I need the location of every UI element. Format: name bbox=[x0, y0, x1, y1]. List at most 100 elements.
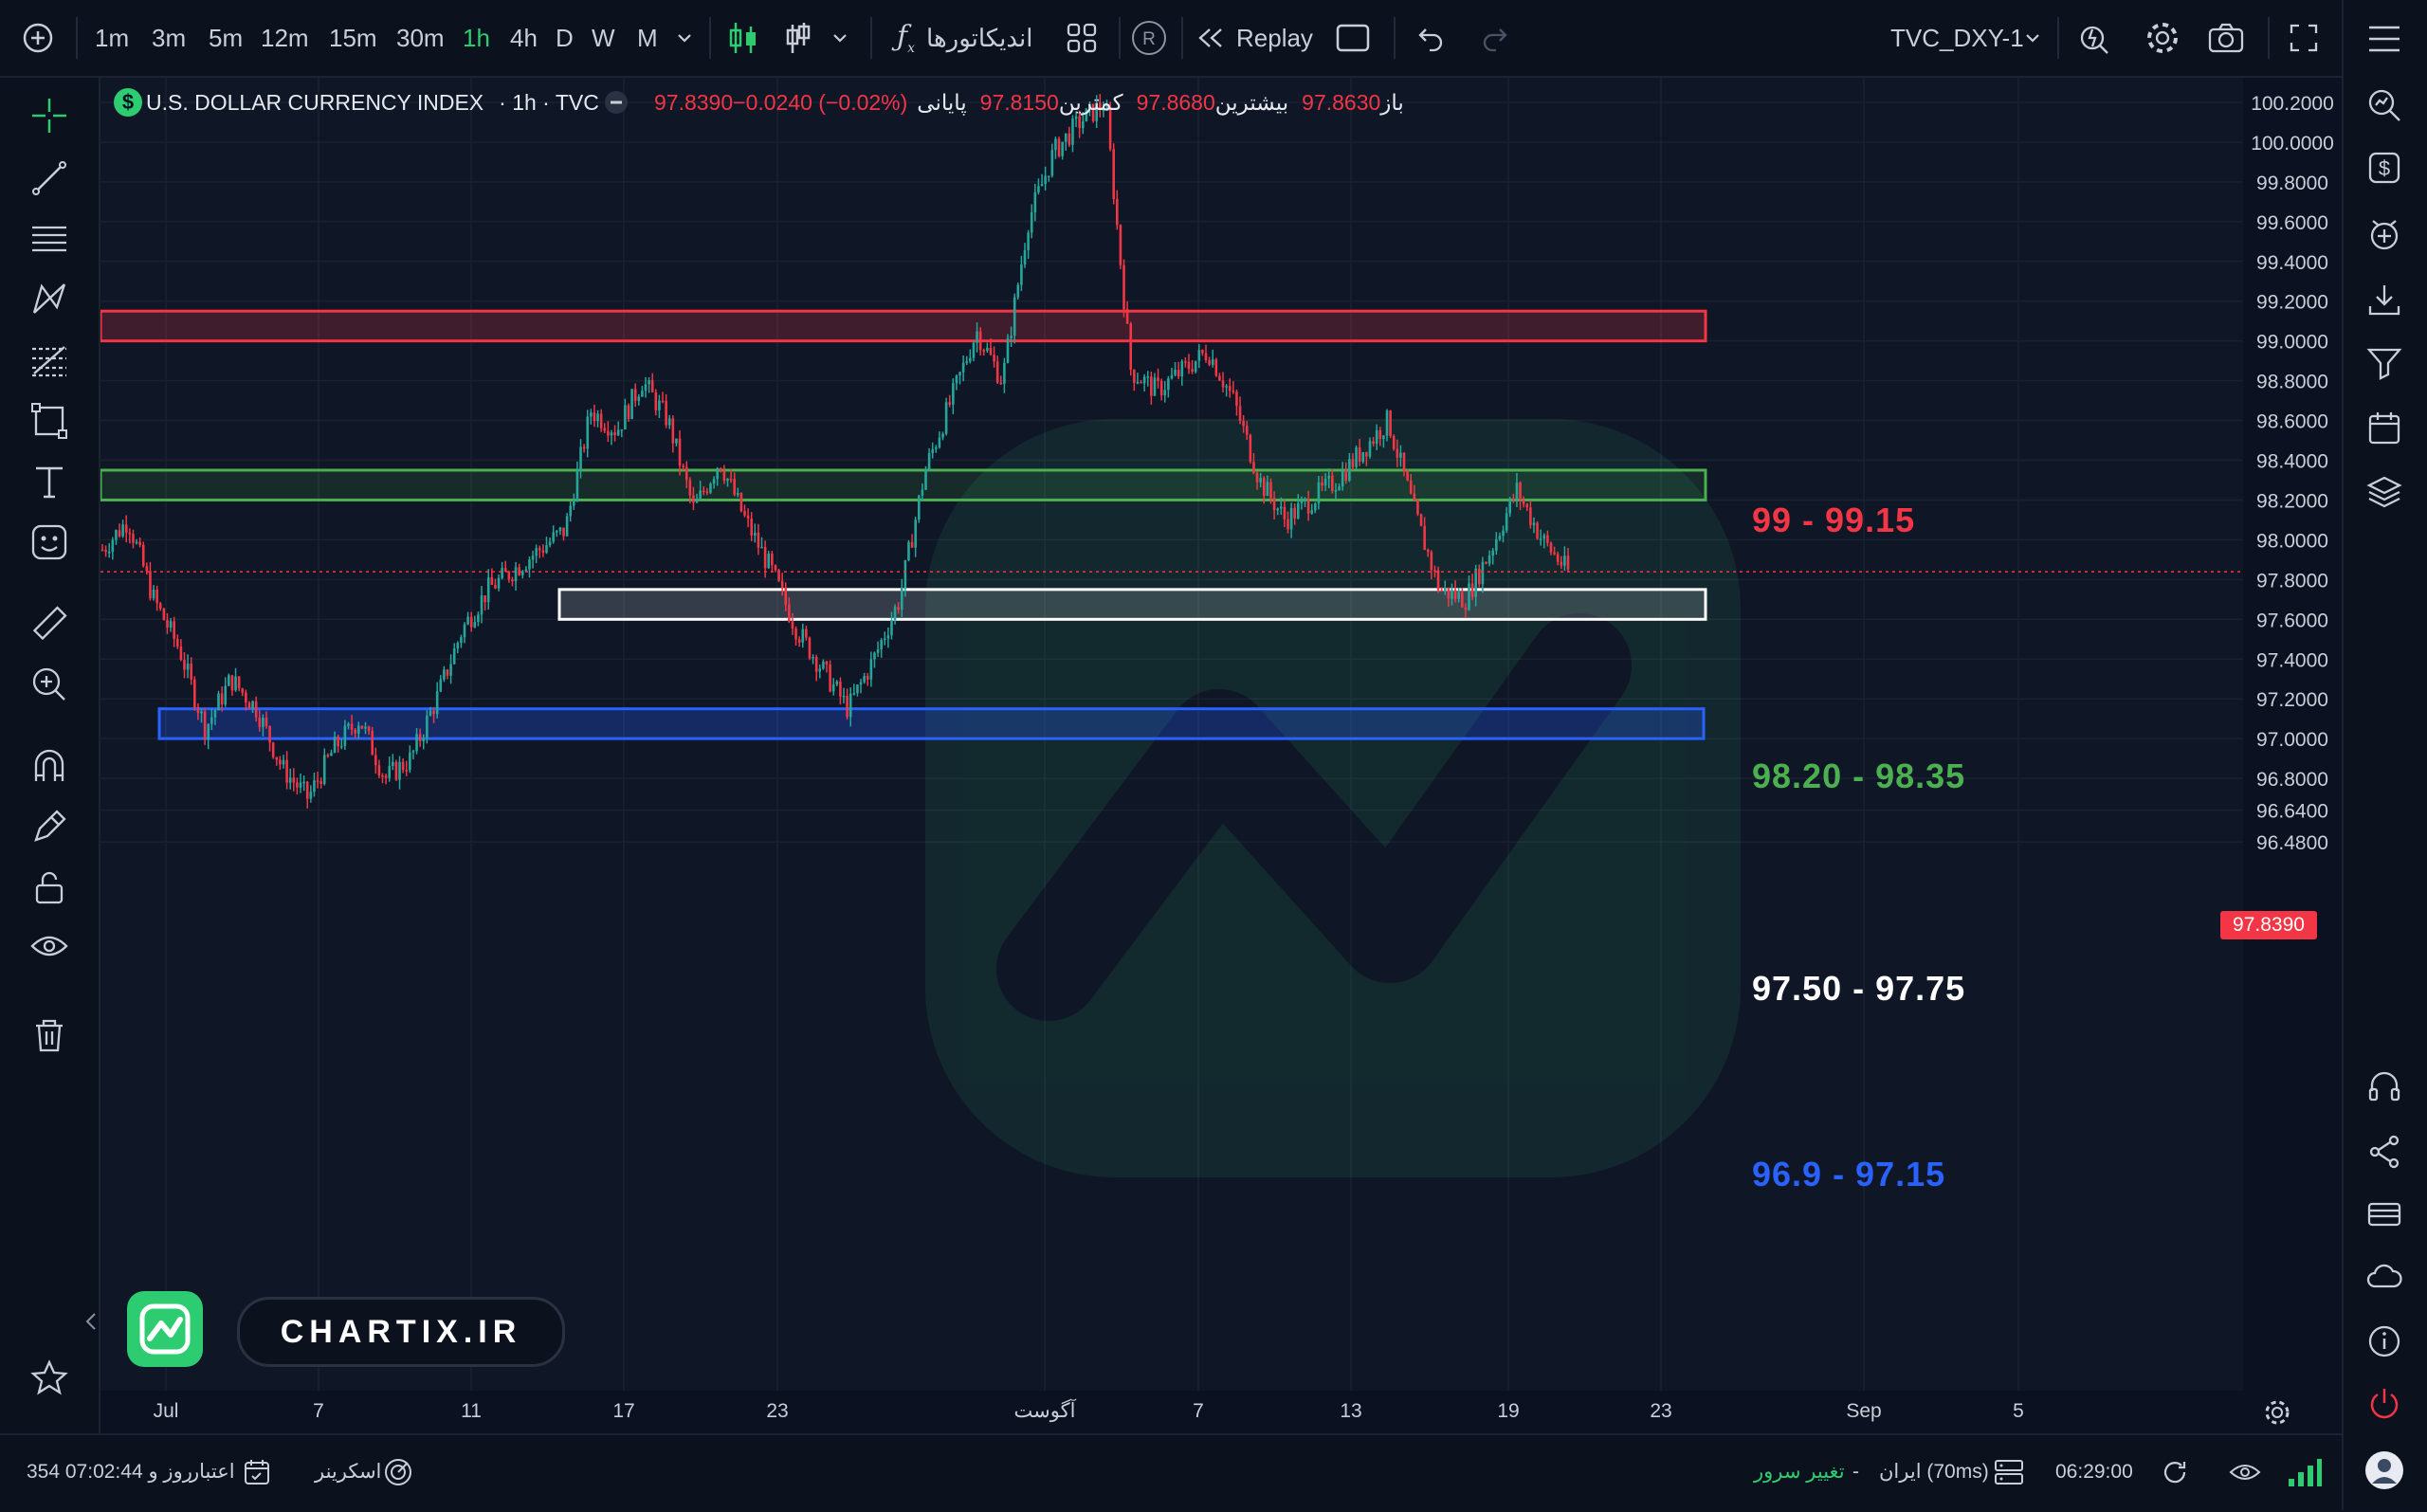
timeframe-d[interactable]: D bbox=[556, 23, 574, 52]
redo-icon[interactable] bbox=[1479, 0, 1509, 76]
card-payment-icon[interactable] bbox=[2361, 1191, 2408, 1238]
candle-body bbox=[1536, 522, 1539, 539]
screener-radar-icon[interactable] bbox=[383, 1433, 413, 1510]
refresh-icon[interactable] bbox=[2160, 1433, 2190, 1510]
server-icon[interactable] bbox=[1993, 1433, 2025, 1510]
alert-icon[interactable] bbox=[2076, 0, 2112, 76]
candle-body bbox=[1095, 102, 1098, 121]
timeframe-3m[interactable]: 3m bbox=[152, 23, 187, 52]
zoom-in-icon[interactable] bbox=[25, 660, 74, 709]
chart-type-dropdown-icon[interactable] bbox=[830, 0, 849, 76]
price-tick-label: 97.2000 bbox=[2256, 689, 2328, 711]
candle-body bbox=[279, 759, 282, 765]
timeframe-12m[interactable]: 12m bbox=[261, 23, 309, 52]
collapse-left-icon[interactable] bbox=[83, 1310, 99, 1338]
filter-icon[interactable] bbox=[2361, 339, 2408, 387]
axis-settings-icon[interactable] bbox=[2262, 1397, 2292, 1432]
candle-body bbox=[684, 466, 688, 481]
candle-body bbox=[367, 726, 371, 731]
magnet-icon[interactable] bbox=[25, 741, 74, 791]
candle-body bbox=[746, 515, 750, 519]
download-icon[interactable] bbox=[2361, 277, 2408, 324]
rectangle-tool-icon[interactable] bbox=[25, 396, 74, 446]
fullscreen-icon[interactable] bbox=[2289, 0, 2319, 76]
price-tick-label: 98.2000 bbox=[2256, 490, 2328, 512]
trend-line-icon[interactable] bbox=[25, 154, 74, 203]
symbol-dropdown-icon[interactable] bbox=[2023, 0, 2042, 76]
screener-label[interactable]: اسکرینر bbox=[315, 1461, 382, 1483]
legend-symbol[interactable]: $ U.S. DOLLAR CURRENCY INDEX · 1h · TVC bbox=[114, 83, 599, 121]
candle-body bbox=[579, 446, 582, 469]
price-chart[interactable] bbox=[100, 78, 2243, 1391]
search-chart-icon[interactable] bbox=[2361, 82, 2408, 129]
candle-body bbox=[1460, 592, 1464, 608]
legend-collapse-icon[interactable] bbox=[603, 83, 630, 121]
power-icon[interactable] bbox=[2361, 1380, 2408, 1428]
rectangle-icon[interactable] bbox=[1335, 0, 1371, 76]
timeframe-dropdown-icon[interactable] bbox=[675, 0, 694, 76]
candle-body bbox=[1560, 561, 1563, 566]
horizontal-lines-icon[interactable] bbox=[25, 214, 74, 264]
change-server-link[interactable]: تغییر سرور bbox=[1754, 1461, 1845, 1483]
calendar-check-icon[interactable] bbox=[243, 1433, 271, 1510]
timeframe-30m[interactable]: 30m bbox=[396, 23, 445, 52]
candle-body bbox=[835, 681, 839, 684]
price-tick-label: 99.6000 bbox=[2256, 212, 2328, 234]
candle-body bbox=[388, 765, 392, 778]
candle-body bbox=[1323, 478, 1327, 486]
lock-icon[interactable] bbox=[25, 863, 74, 912]
candle-body bbox=[1170, 374, 1174, 379]
time-axis[interactable]: Jul 7 11 17 23 آگوست 7 13 19 23 Sep 5 bbox=[100, 1391, 2342, 1433]
candle-body bbox=[1478, 568, 1481, 585]
info-icon[interactable] bbox=[2361, 1318, 2408, 1365]
timeframe-m[interactable]: M bbox=[637, 23, 658, 52]
candle-body bbox=[398, 761, 401, 780]
candle-body bbox=[446, 669, 449, 676]
camera-icon[interactable] bbox=[2207, 0, 2245, 76]
crosshair-icon[interactable] bbox=[25, 91, 74, 140]
layouts-grid-icon[interactable] bbox=[1066, 0, 1098, 76]
emoji-sticker-icon[interactable] bbox=[25, 518, 74, 567]
bar-style-icon[interactable] bbox=[783, 0, 813, 76]
favorites-star-icon[interactable] bbox=[25, 1354, 74, 1403]
candles-chart-icon[interactable] bbox=[726, 0, 760, 76]
registered-icon[interactable]: R bbox=[1130, 0, 1168, 76]
pattern-tool-icon[interactable] bbox=[25, 275, 74, 324]
fib-retracement-icon[interactable] bbox=[25, 336, 74, 385]
undo-icon[interactable] bbox=[1416, 0, 1447, 76]
visibility-eye-icon[interactable] bbox=[25, 921, 74, 971]
trash-icon[interactable] bbox=[25, 1011, 74, 1060]
candle-body bbox=[976, 331, 978, 343]
timeframe-15m[interactable]: 15m bbox=[329, 23, 377, 52]
add-alert-icon[interactable] bbox=[2361, 210, 2408, 258]
timeframe-1h[interactable]: 1h bbox=[463, 23, 490, 52]
menu-hamburger-icon[interactable] bbox=[2361, 15, 2408, 63]
chart-area[interactable] bbox=[100, 78, 2243, 1391]
layers-icon[interactable] bbox=[2361, 468, 2408, 516]
timeframe-1m[interactable]: 1m bbox=[95, 23, 130, 52]
timeframe-w[interactable]: W bbox=[592, 23, 615, 52]
timeframe-5m[interactable]: 5m bbox=[209, 23, 244, 52]
text-tool-icon[interactable] bbox=[25, 457, 74, 506]
replay-button[interactable]: Replay bbox=[1196, 0, 1313, 76]
add-symbol-icon[interactable] bbox=[21, 0, 55, 76]
candle-body bbox=[1375, 429, 1378, 444]
price-axis[interactable]: 100.4000100.2000100.000099.800099.600099… bbox=[2243, 78, 2342, 1391]
user-avatar[interactable] bbox=[2361, 1447, 2408, 1494]
candle-body bbox=[1468, 583, 1470, 610]
share-icon[interactable] bbox=[2361, 1128, 2408, 1175]
ruler-icon[interactable] bbox=[25, 599, 74, 648]
eye-icon[interactable] bbox=[2228, 1433, 2262, 1510]
calendar-icon[interactable] bbox=[2361, 404, 2408, 451]
candle-body bbox=[316, 780, 319, 782]
edit-drawings-icon[interactable] bbox=[25, 802, 74, 851]
symbol-selector[interactable]: TVC_DXY-1 bbox=[1890, 23, 2024, 52]
support-headset-icon[interactable] bbox=[2361, 1064, 2408, 1111]
dollar-square-icon[interactable]: $ bbox=[2361, 144, 2408, 191]
indicators-button[interactable]: ƒx اندیکاتورها bbox=[897, 0, 1033, 76]
timeframe-4h[interactable]: 4h bbox=[510, 23, 538, 52]
candle-body bbox=[285, 759, 288, 783]
cloud-icon[interactable] bbox=[2361, 1253, 2408, 1301]
candle-body bbox=[213, 710, 217, 718]
settings-gear-icon[interactable] bbox=[2144, 0, 2181, 76]
